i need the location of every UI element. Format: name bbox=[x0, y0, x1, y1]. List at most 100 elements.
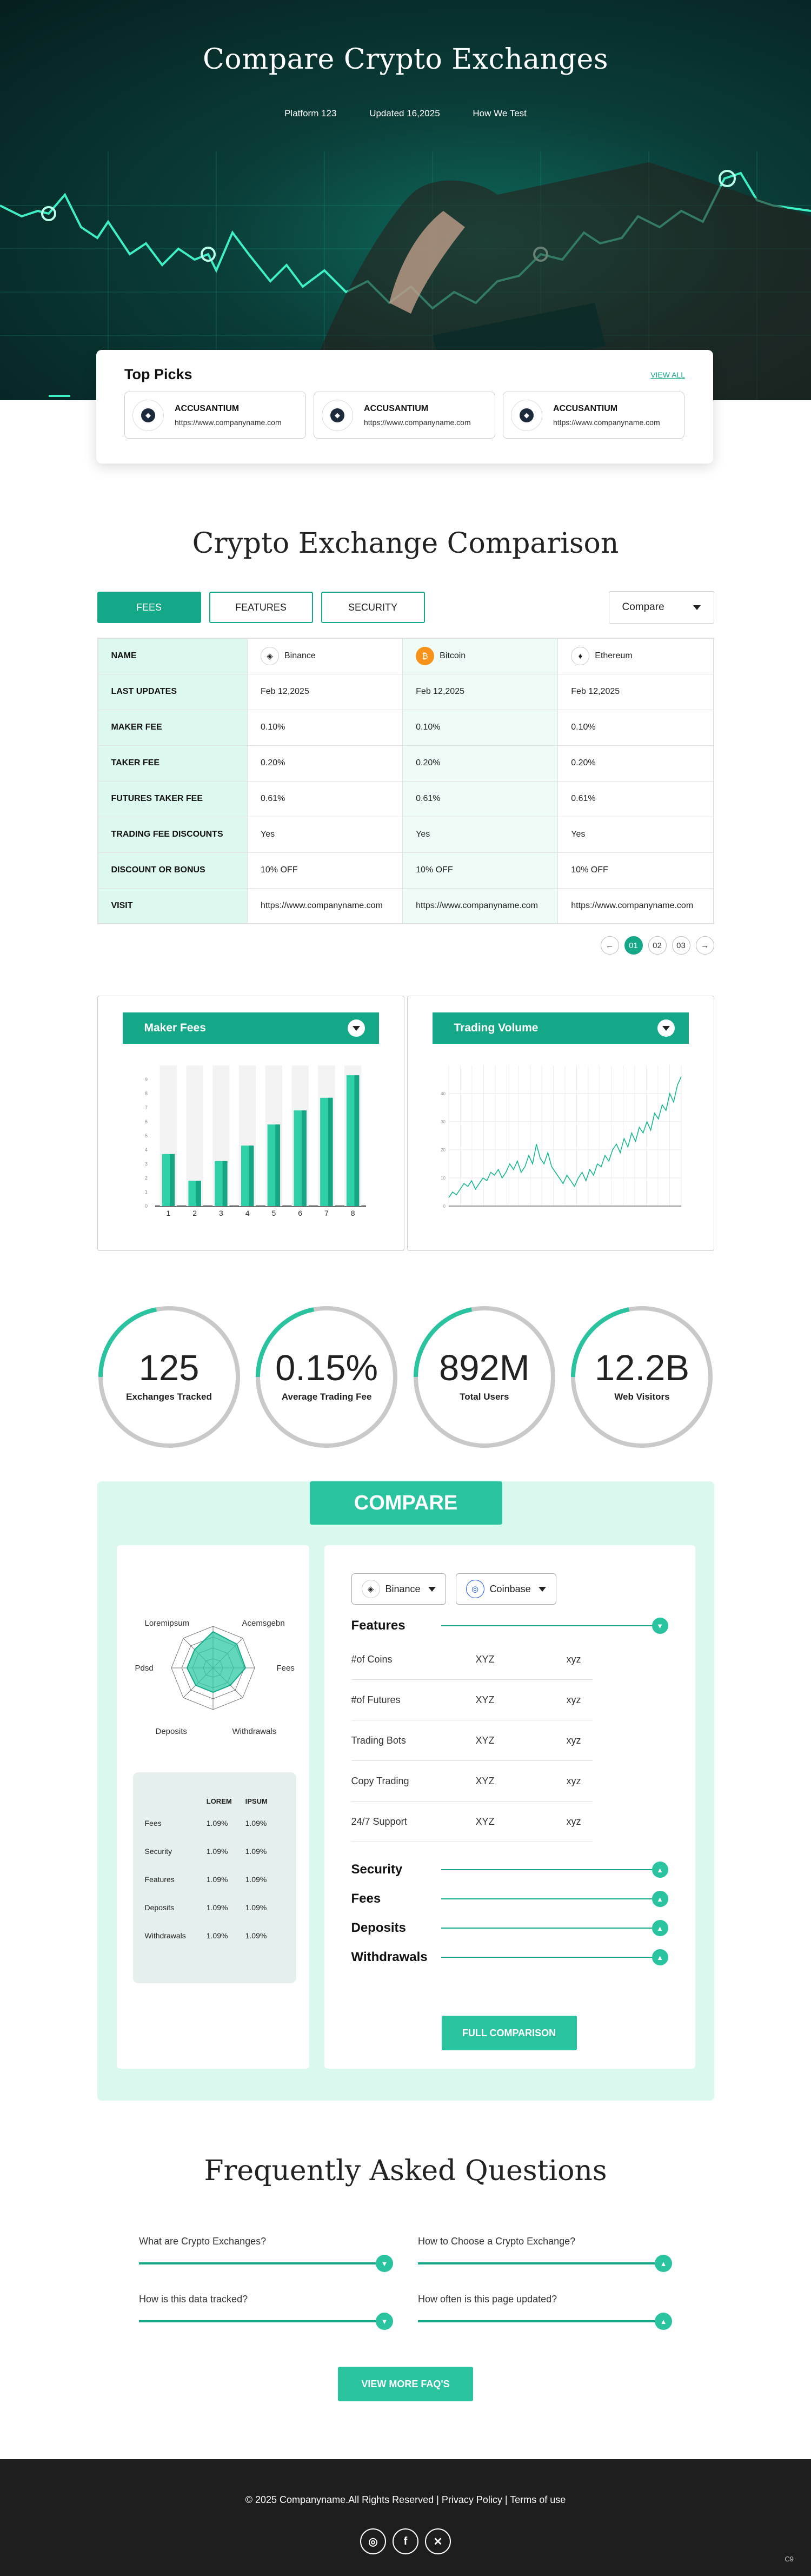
chevron-down-icon bbox=[538, 1586, 546, 1592]
binance-icon: ◈ bbox=[261, 647, 279, 666]
security-accordion[interactable]: Security ▲ bbox=[351, 1862, 668, 1878]
stat-value: 892M bbox=[439, 1348, 530, 1388]
cell-value: Feb 12,2025 bbox=[557, 673, 714, 710]
column-header: LOREM bbox=[206, 1797, 232, 1805]
compare-panel: COMPARE Loremipsum Acemsgebn Fees Withdr… bbox=[97, 1481, 714, 2101]
bitcoin-icon: ₿ bbox=[416, 647, 435, 666]
chevron-down-icon[interactable] bbox=[657, 1019, 675, 1037]
full-comparison-button[interactable]: FULL COMPARISON bbox=[441, 2016, 577, 2050]
x-tick-label: 3 bbox=[218, 1209, 223, 1217]
y-tick-label: 1 bbox=[144, 1189, 147, 1195]
cell-value: 0.61% bbox=[247, 780, 403, 817]
chevron-up-icon[interactable]: ▲ bbox=[655, 2255, 672, 2272]
top-picks-card: Top Picks VIEW ALL ◆ ACCUSANTIUM https:/… bbox=[96, 350, 713, 463]
row-label: DISCOUNT OR BONUS bbox=[97, 852, 248, 889]
facebook-icon[interactable]: f bbox=[393, 2528, 418, 2554]
x-icon[interactable]: ✕ bbox=[425, 2528, 451, 2554]
exchange-select-b[interactable]: ◎ Coinbase bbox=[455, 1573, 556, 1605]
ring-progress bbox=[98, 1306, 240, 1448]
faq-item[interactable]: How often is this page updated? ▲ bbox=[418, 2294, 672, 2330]
stat-circle: 0.15% Average Trading Fee bbox=[255, 1305, 398, 1449]
features-accordion[interactable]: Features ▼ bbox=[351, 1618, 668, 1634]
stat-value: 0.15% bbox=[275, 1348, 378, 1388]
top-pick-url[interactable]: https://www.companyname.com bbox=[175, 418, 282, 427]
privacy-link[interactable]: Privacy Policy bbox=[441, 2494, 502, 2505]
top-pick-item[interactable]: ◆ ACCUSANTIUM https://www.companyname.co… bbox=[503, 392, 684, 439]
fees-accordion[interactable]: Fees ▲ bbox=[351, 1891, 668, 1907]
hero-link-how-we-test[interactable]: How We Test bbox=[473, 108, 527, 118]
top-pick-name: ACCUSANTIUM bbox=[364, 403, 429, 413]
exchange-logo-icon: ◆ bbox=[132, 399, 164, 431]
y-tick-label: 6 bbox=[144, 1119, 147, 1124]
x-tick-label: 5 bbox=[271, 1209, 276, 1217]
exchange-select-a[interactable]: ◈ Binance bbox=[351, 1573, 446, 1605]
x-tick-label: 6 bbox=[298, 1209, 302, 1217]
visit-link[interactable]: https://www.companyname.com bbox=[557, 888, 714, 924]
chevron-up-icon[interactable]: ▲ bbox=[655, 2313, 672, 2330]
cell-value: 0.20% bbox=[557, 745, 714, 782]
binance-icon: ◈ bbox=[361, 1580, 380, 1598]
deposits-accordion[interactable]: Deposits ▲ bbox=[351, 1920, 668, 1936]
arrow-left-icon[interactable]: ← bbox=[600, 936, 619, 955]
hero-links: Platform 123 Updated 16,2025 How We Test bbox=[0, 108, 811, 119]
features-table: #of Coins XYZ xyz #of Futures XYZ xyz Tradin… bbox=[351, 1639, 593, 1842]
chart-title: Trading Volume bbox=[454, 1022, 539, 1034]
page-button-3[interactable]: 03 bbox=[672, 936, 690, 955]
stats-section: 125 Exchanges Tracked 0.15% Average Trad… bbox=[97, 1305, 714, 1449]
hero: Compare Crypto Exchanges Platform 123 Up… bbox=[0, 0, 811, 400]
chevron-up-icon[interactable]: ▲ bbox=[652, 1891, 668, 1907]
tab-features[interactable]: FEATURES bbox=[209, 592, 313, 623]
table-row: VISIT https://www.companyname.com https://… bbox=[97, 888, 714, 924]
radar-label: Acemsgebn bbox=[242, 1619, 285, 1628]
chevron-up-icon[interactable]: ▲ bbox=[652, 1949, 668, 1965]
stat-label: Exchanges Tracked bbox=[126, 1392, 212, 1402]
row-label: TAKER FEE bbox=[97, 745, 248, 782]
maker-fees-bar-chart: 0 1 2 3 4 5 6 7 8 9 1 2 3 4 5 6 7 8 bbox=[144, 1065, 366, 1217]
compare-dropdown[interactable]: Compare bbox=[608, 591, 714, 624]
tab-fees[interactable]: FEES bbox=[97, 592, 201, 623]
hero-link-platform[interactable]: Platform 123 bbox=[284, 108, 337, 118]
cell-value: Feb 12,2025 bbox=[247, 673, 403, 710]
radar-label: Withdrawals bbox=[232, 1727, 277, 1736]
faq-item[interactable]: How is this data tracked? ▼ bbox=[139, 2294, 393, 2330]
faq-item[interactable]: How to Choose a Crypto Exchange? ▲ bbox=[418, 2236, 672, 2272]
chevron-down-icon[interactable] bbox=[347, 1019, 365, 1037]
bar-shade bbox=[169, 1154, 175, 1206]
y-tick-label: 3 bbox=[144, 1161, 147, 1167]
compare-badge: COMPARE bbox=[309, 1481, 502, 1525]
instagram-icon[interactable]: ◎ bbox=[360, 2528, 386, 2554]
y-tick-label: 40 bbox=[441, 1091, 446, 1096]
chevron-up-icon[interactable]: ▲ bbox=[652, 1862, 668, 1878]
table-row: TRADING FEE DISCOUNTS Yes Yes Yes bbox=[97, 816, 714, 853]
arrow-right-icon[interactable]: → bbox=[695, 936, 714, 955]
stat-label: Web Visitors bbox=[614, 1392, 670, 1402]
withdrawals-accordion[interactable]: Withdrawals ▲ bbox=[351, 1949, 668, 1965]
radar-label: Pdsd bbox=[135, 1664, 154, 1673]
top-pick-url[interactable]: https://www.companyname.com bbox=[364, 418, 471, 427]
chevron-down-icon[interactable]: ▼ bbox=[376, 2255, 393, 2272]
table-row: NAME ◈ Binance ₿ Bitcoin ♦ Ethereum bbox=[97, 638, 714, 674]
view-all-link[interactable]: VIEW ALL bbox=[650, 370, 685, 379]
top-pick-item[interactable]: ◆ ACCUSANTIUM https://www.companyname.co… bbox=[314, 392, 495, 439]
faq-list: What are Crypto Exchanges? ▼ How to Choos… bbox=[139, 2236, 672, 2330]
top-pick-url[interactable]: https://www.companyname.com bbox=[553, 418, 660, 427]
terms-link[interactable]: Terms of use bbox=[510, 2494, 566, 2505]
view-more-faqs-button[interactable]: VIEW MORE FAQ'S bbox=[338, 2367, 473, 2401]
cell-value: 10% OFF bbox=[402, 852, 559, 889]
table-row: Deposits 1.09% 1.09% bbox=[144, 1903, 267, 1912]
page-button-2[interactable]: 02 bbox=[648, 936, 667, 955]
chevron-down-icon bbox=[693, 605, 701, 610]
visit-link[interactable]: https://www.companyname.com bbox=[247, 888, 403, 924]
tab-security[interactable]: SECURITY bbox=[321, 592, 425, 623]
top-pick-item[interactable]: ◆ ACCUSANTIUM https://www.companyname.co… bbox=[124, 392, 306, 439]
chevron-up-icon[interactable]: ▲ bbox=[652, 1920, 668, 1936]
table-row: MAKER FEE 0.10% 0.10% 0.10% bbox=[97, 709, 714, 746]
page-button-1[interactable]: 01 bbox=[624, 936, 643, 955]
faq-item[interactable]: What are Crypto Exchanges? ▼ bbox=[139, 2236, 393, 2272]
corner-mark: C9 bbox=[785, 2555, 794, 2563]
table-row: DISCOUNT OR BONUS 10% OFF 10% OFF 10% OFF bbox=[97, 852, 714, 889]
chevron-down-icon[interactable]: ▼ bbox=[652, 1618, 668, 1634]
chevron-down-icon[interactable]: ▼ bbox=[376, 2313, 393, 2330]
visit-link[interactable]: https://www.companyname.com bbox=[402, 888, 559, 924]
cell-value: Yes bbox=[402, 816, 559, 853]
